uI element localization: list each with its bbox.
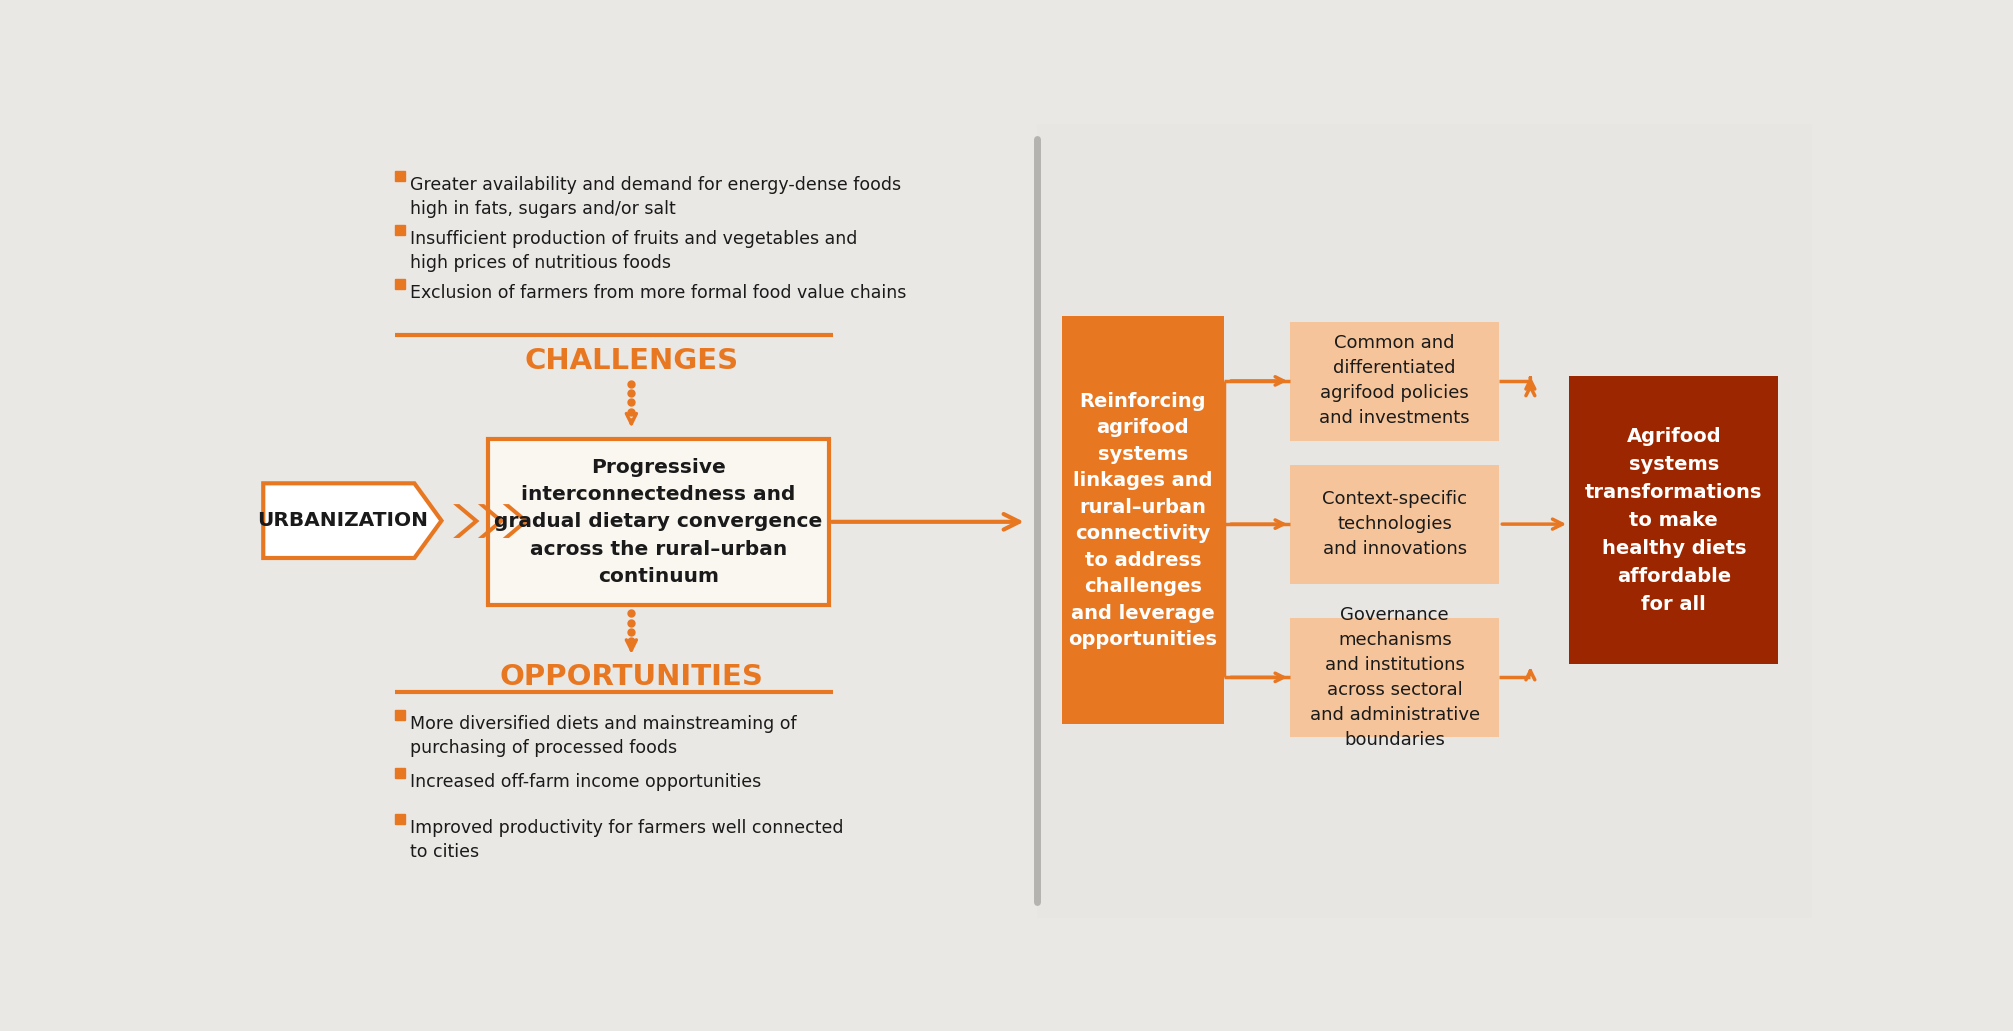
Polygon shape <box>264 484 441 558</box>
Bar <box>252 124 1037 918</box>
Polygon shape <box>503 504 529 538</box>
Text: More diversified diets and mainstreaming of
purchasing of processed foods: More diversified diets and mainstreaming… <box>411 716 797 757</box>
Text: Governance
mechanisms
and institutions
across sectoral
and administrative
bounda: Governance mechanisms and institutions a… <box>1310 606 1480 749</box>
Bar <box>1290 618 1500 737</box>
Text: Context-specific
technologies
and innovations: Context-specific technologies and innova… <box>1323 490 1467 558</box>
Bar <box>395 814 405 825</box>
Bar <box>395 171 405 181</box>
Bar <box>1037 124 1812 918</box>
Bar <box>395 768 405 778</box>
Text: Common and
differentiated
agrifood policies
and investments: Common and differentiated agrifood polic… <box>1319 334 1469 428</box>
Polygon shape <box>477 504 505 538</box>
Bar <box>1568 376 1777 664</box>
Text: Progressive
interconnectedness and
gradual dietary convergence
across the rural–: Progressive interconnectedness and gradu… <box>495 458 823 586</box>
Text: OPPORTUNITIES: OPPORTUNITIES <box>499 663 763 691</box>
Bar <box>395 710 405 721</box>
Text: Greater availability and demand for energy-dense foods
high in fats, sugars and/: Greater availability and demand for ener… <box>411 176 902 218</box>
Text: URBANIZATION: URBANIZATION <box>258 510 429 530</box>
Text: CHALLENGES: CHALLENGES <box>523 346 739 375</box>
Bar <box>487 439 829 605</box>
Text: Exclusion of farmers from more formal food value chains: Exclusion of farmers from more formal fo… <box>411 284 908 302</box>
Text: Agrifood
systems
transformations
to make
healthy diets
affordable
for all: Agrifood systems transformations to make… <box>1584 427 1763 613</box>
Bar <box>1290 465 1500 585</box>
Text: Insufficient production of fruits and vegetables and
high prices of nutritious f: Insufficient production of fruits and ve… <box>411 230 858 271</box>
Bar <box>1061 317 1224 725</box>
Bar <box>395 279 405 290</box>
Text: Improved productivity for farmers well connected
to cities: Improved productivity for farmers well c… <box>411 819 843 861</box>
Bar <box>395 226 405 235</box>
Bar <box>1290 322 1500 441</box>
Text: Increased off-farm income opportunities: Increased off-farm income opportunities <box>411 773 761 791</box>
Text: Reinforcing
agrifood
systems
linkages and
rural–urban
connectivity
to address
ch: Reinforcing agrifood systems linkages an… <box>1069 392 1218 650</box>
Polygon shape <box>453 504 479 538</box>
